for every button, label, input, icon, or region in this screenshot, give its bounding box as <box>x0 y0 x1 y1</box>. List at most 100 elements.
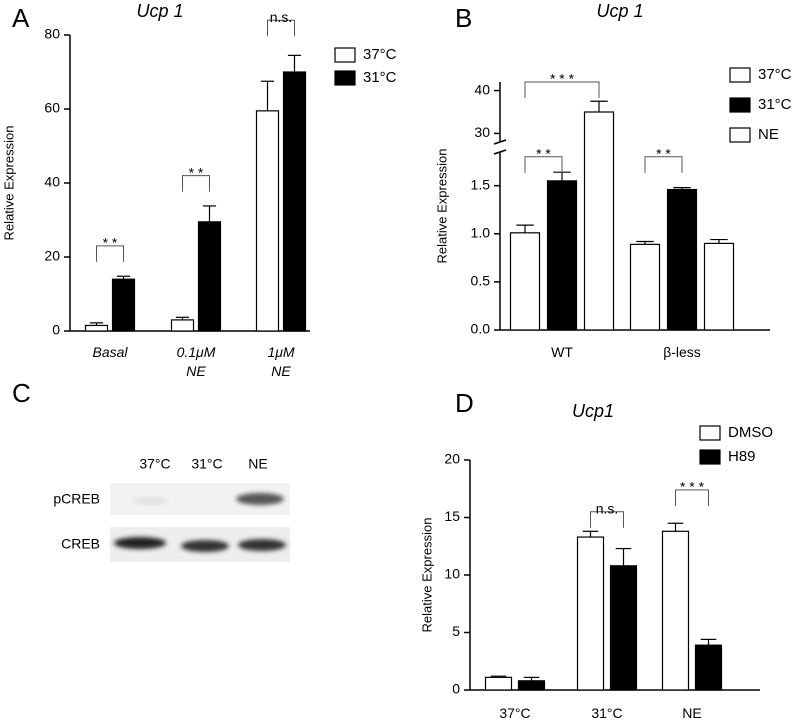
significance-label: * * * <box>550 71 575 87</box>
bar <box>703 242 735 331</box>
significance-bracket <box>675 489 709 506</box>
significance-bracket <box>182 175 210 192</box>
y-tick-label: 5 <box>452 623 460 639</box>
bar <box>546 180 578 331</box>
legend-label: NE <box>758 126 779 143</box>
x-tick-label: NE <box>682 705 702 720</box>
significance-bracket <box>590 511 624 528</box>
x-tick-label-box: WT <box>551 344 573 360</box>
y-tick-label: 40 <box>44 174 60 190</box>
panel-letter: C <box>12 378 31 408</box>
y-tick-label: 10 <box>444 566 460 582</box>
y-tick-label: 1.5 <box>471 176 491 192</box>
x-tick-label-box: 0.1μM NE <box>176 344 216 379</box>
band <box>114 537 166 549</box>
y-tick-label: 20 <box>44 248 60 264</box>
y-tick-label: 60 <box>44 100 60 116</box>
legend-swatch <box>729 67 751 83</box>
significance-label: n.s. <box>270 9 293 25</box>
axis-break <box>493 149 507 155</box>
legend-swatch <box>699 425 721 441</box>
band <box>181 540 229 552</box>
y-tick-label: 0.5 <box>471 273 491 289</box>
x-tick-label: 1μM NE <box>267 344 295 379</box>
significance-bracket <box>96 245 124 262</box>
legend-label: 37°C <box>758 66 792 83</box>
bar <box>694 644 723 691</box>
y-tick-label: 1.0 <box>471 224 491 240</box>
significance-bracket <box>524 81 600 98</box>
chart-title: Ucp1 <box>572 401 614 421</box>
row-label: CREB <box>61 536 100 552</box>
x-tick-label: WT <box>551 344 573 360</box>
bar <box>170 319 195 332</box>
lane-label: 37°C <box>139 456 170 472</box>
bar <box>84 324 109 332</box>
chart-title: Ucp 1 <box>596 1 643 21</box>
y-tick-label: 0.0 <box>471 321 491 337</box>
row-label: pCREB <box>53 491 100 507</box>
y-axis-label: Relative Expression <box>419 518 434 633</box>
significance-label: * * <box>189 164 204 180</box>
x-tick-label: β-less <box>663 344 701 360</box>
bar <box>576 536 605 691</box>
y-tick-label: 80 <box>44 26 60 42</box>
bar <box>629 243 661 331</box>
x-tick-label-box: 31°C <box>591 705 623 720</box>
bar <box>666 188 698 331</box>
legend-swatch <box>699 449 721 465</box>
x-tick-label-box: β-less <box>663 344 701 360</box>
bar <box>583 111 615 331</box>
legend-label: 31°C <box>758 96 792 113</box>
bar <box>197 221 222 332</box>
panel-letter: B <box>455 3 472 33</box>
band <box>238 539 286 551</box>
x-tick-label: Basal <box>92 344 128 360</box>
bar <box>517 680 546 691</box>
legend-swatch <box>729 127 751 143</box>
axis-break <box>493 139 507 145</box>
y-axis-label: Relative Expression <box>434 149 449 264</box>
bar <box>111 278 136 332</box>
significance-label: * * * <box>680 479 705 495</box>
significance-bracket <box>267 19 295 37</box>
x-tick-label-box: 37°C <box>499 705 530 720</box>
panel-letter: A <box>12 3 30 33</box>
legend-label: H89 <box>728 448 756 465</box>
bar <box>609 565 638 691</box>
legend-label: DMSO <box>728 424 773 441</box>
legend-swatch <box>334 70 356 86</box>
band <box>132 498 168 504</box>
y-tick-label: 0 <box>52 322 60 338</box>
y-tick-label: 30 <box>474 124 490 140</box>
bar <box>484 676 513 691</box>
y-tick-label: 40 <box>474 81 490 97</box>
bar <box>282 71 307 332</box>
significance-label: * * <box>656 146 671 162</box>
y-tick-label: 0 <box>452 681 460 697</box>
y-tick-label: 15 <box>444 508 460 524</box>
x-tick-label: 31°C <box>591 705 623 720</box>
significance-label: * * <box>536 146 551 162</box>
bar <box>509 232 541 331</box>
x-tick-label-box: NE <box>682 705 702 720</box>
panel-letter: D <box>455 388 474 418</box>
significance-label: n.s. <box>596 500 619 516</box>
significance-label: * * <box>103 235 118 251</box>
legend-swatch <box>729 97 751 113</box>
x-tick-label-box: Basal <box>92 344 128 360</box>
band <box>236 493 284 505</box>
legend-label: 31°C <box>363 69 397 86</box>
x-tick-label: 0.1μM NE <box>176 344 216 379</box>
significance-bracket <box>524 156 563 173</box>
y-axis-label: Relative Expression <box>1 126 16 241</box>
bar <box>661 530 690 691</box>
chart-title: Ucp 1 <box>136 1 183 21</box>
significance-bracket <box>644 156 683 173</box>
legend-label: 37°C <box>363 46 397 63</box>
legend-swatch <box>334 47 356 63</box>
x-tick-label-box: 1μM NE <box>267 344 295 379</box>
lane-label: NE <box>248 456 267 472</box>
y-tick-label: 20 <box>444 451 460 467</box>
